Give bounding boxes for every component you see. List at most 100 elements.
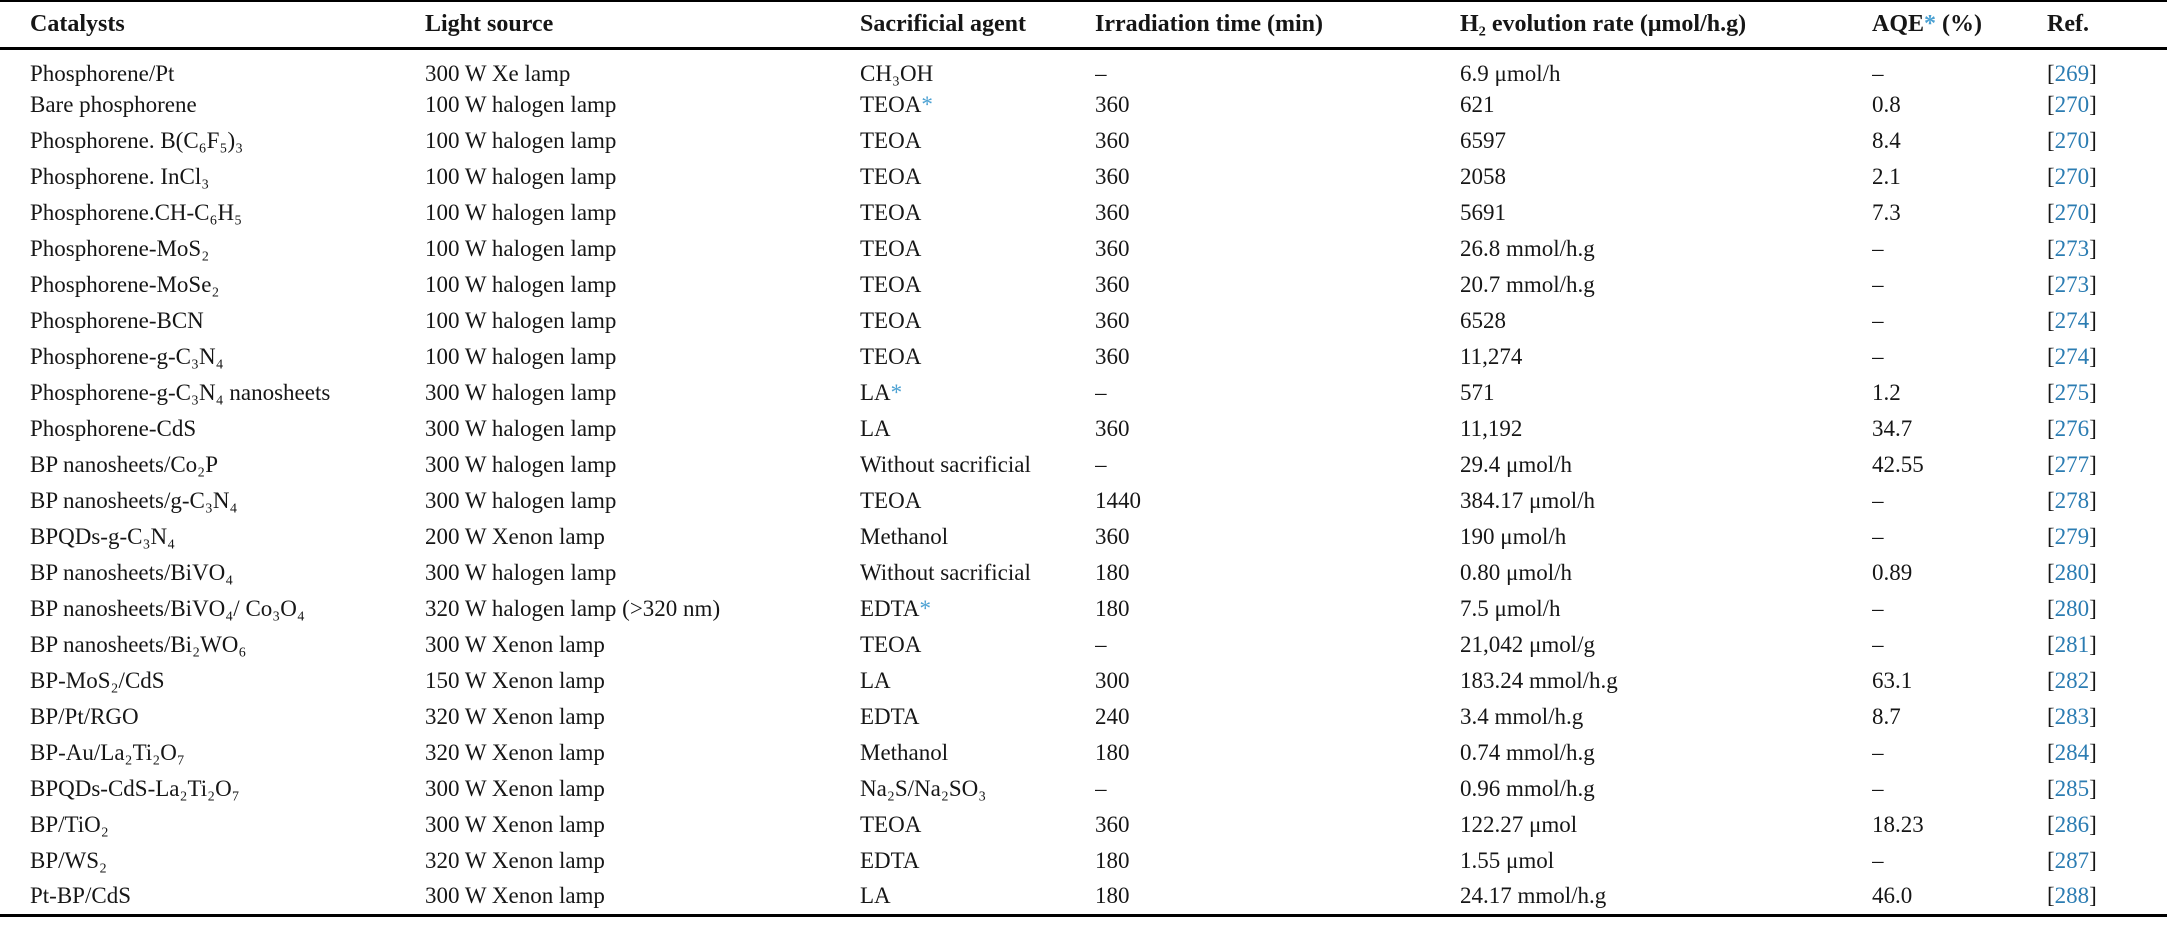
citation-ref-link[interactable]: 273 — [2054, 272, 2090, 297]
citation-ref-link[interactable]: 280 — [2054, 596, 2090, 621]
cell-ref: [273] — [2047, 236, 2097, 261]
table-row: Phosphorene/Pt 300 W Xe lamp CH₃OH – 6.9 μmo… — [0, 49, 2167, 88]
cell-catalyst: BPQDs-CdS-La₂Ti₂O₇ — [30, 776, 240, 801]
cell-agent: TEOA — [860, 308, 922, 333]
cell-rate: 621 — [1460, 92, 1495, 117]
cell-aqe: – — [1872, 488, 1884, 513]
cell-agent: LA — [860, 668, 891, 693]
citation-ref-link[interactable]: 287 — [2054, 848, 2090, 873]
cell-light: 100 W halogen lamp — [425, 272, 617, 297]
cell-time: 360 — [1095, 524, 1130, 549]
cell-time: – — [1095, 632, 1107, 657]
cell-aqe: 2.1 — [1872, 164, 1901, 189]
cell-time: 360 — [1095, 92, 1130, 117]
table-row: Pt-BP/CdS 300 W Xenon lamp LA 180 24.17 mmol… — [0, 879, 2167, 915]
cell-agent: CH₃OH — [860, 61, 934, 86]
table-row: Phosphorene-g-C₃N₄ nanosheets 300 W halog… — [0, 375, 2167, 411]
cell-rate: 6528 — [1460, 308, 1506, 333]
cell-agent: TEOA — [860, 128, 922, 153]
footnote-star-link[interactable]: * — [919, 596, 931, 621]
cell-light: 320 W Xenon lamp — [425, 848, 605, 873]
cell-aqe: 7.3 — [1872, 200, 1901, 225]
citation-ref-link[interactable]: 280 — [2054, 560, 2090, 585]
cell-agent: TEOA* — [860, 92, 933, 117]
citation-ref-link[interactable]: 282 — [2054, 668, 2090, 693]
cell-rate: 0.96 mmol/h.g — [1460, 776, 1595, 801]
cell-ref: [273] — [2047, 272, 2097, 297]
citation-ref-link[interactable]: 278 — [2054, 488, 2090, 513]
col-header-rate: H₂ evolution rate (μmol/h.g) — [1460, 1, 1872, 50]
table-row: BP nanosheets/g-C₃N₄ 300 W halogen lamp TE… — [0, 483, 2167, 519]
cell-rate: 122.27 μmol — [1460, 812, 1578, 837]
cell-agent: LA* — [860, 380, 903, 405]
cell-time: – — [1095, 380, 1107, 405]
citation-ref-link[interactable]: 277 — [2054, 452, 2090, 477]
citation-ref-link[interactable]: 281 — [2054, 632, 2090, 657]
cell-time: 360 — [1095, 344, 1130, 369]
cell-ref: [286] — [2047, 812, 2097, 837]
cell-light: 300 W halogen lamp — [425, 452, 617, 477]
citation-ref-link[interactable]: 276 — [2054, 416, 2090, 441]
cell-ref: [269] — [2047, 61, 2097, 86]
cell-ref: [270] — [2047, 200, 2097, 225]
cell-time: 360 — [1095, 308, 1130, 333]
cell-catalyst: BP/WS₂ — [30, 848, 108, 873]
cell-aqe: – — [1872, 524, 1884, 549]
cell-light: 300 W halogen lamp — [425, 488, 617, 513]
cell-rate: 2058 — [1460, 164, 1506, 189]
cell-rate: 5691 — [1460, 200, 1506, 225]
cell-aqe: – — [1872, 272, 1884, 297]
citation-ref-link[interactable]: 270 — [2054, 92, 2090, 117]
cell-catalyst: BP nanosheets/g-C₃N₄ — [30, 488, 238, 513]
cell-agent: LA — [860, 416, 891, 441]
citation-ref-link[interactable]: 274 — [2054, 344, 2090, 369]
citation-ref-link[interactable]: 270 — [2054, 128, 2090, 153]
cell-rate: 11,274 — [1460, 344, 1523, 369]
cell-light: 100 W halogen lamp — [425, 92, 617, 117]
cell-aqe: 0.8 — [1872, 92, 1901, 117]
citation-ref-link[interactable]: 270 — [2054, 164, 2090, 189]
citation-ref-link[interactable]: 270 — [2054, 200, 2090, 225]
footnote-star-link[interactable]: * — [890, 380, 903, 405]
cell-aqe: – — [1872, 848, 1884, 873]
citation-ref-link[interactable]: 286 — [2054, 812, 2090, 837]
cell-ref: [282] — [2047, 668, 2097, 693]
citation-ref-link[interactable]: 274 — [2054, 308, 2090, 333]
citation-ref-link[interactable]: 269 — [2054, 61, 2090, 86]
cell-ref: [270] — [2047, 128, 2097, 153]
footnote-star-link[interactable]: * — [921, 92, 933, 117]
col-header-aqe: AQE* (%) — [1872, 1, 2047, 50]
cell-aqe: – — [1872, 344, 1884, 369]
cell-aqe: 18.23 — [1872, 812, 1924, 837]
cell-light: 100 W halogen lamp — [425, 344, 617, 369]
cell-catalyst: BP nanosheets/Co₂P — [30, 452, 218, 477]
footnote-star-link[interactable]: * — [1924, 11, 1937, 37]
citation-ref-link[interactable]: 288 — [2054, 883, 2090, 909]
col-header-catalyst: Catalysts — [0, 1, 425, 50]
cell-time: 180 — [1095, 560, 1130, 585]
header-row: Catalysts Light source Sacrificial agent Ir… — [0, 1, 2167, 50]
col-header-ref: Ref. — [2047, 1, 2167, 50]
cell-light: 150 W Xenon lamp — [425, 668, 605, 693]
cell-agent: TEOA — [860, 488, 922, 513]
cell-aqe: – — [1872, 776, 1884, 801]
cell-agent: TEOA — [860, 200, 922, 225]
cell-light: 100 W halogen lamp — [425, 164, 617, 189]
citation-ref-link[interactable]: 273 — [2054, 236, 2090, 261]
table-row: Phosphorene-BCN 100 W halogen lamp TEOA 360… — [0, 303, 2167, 339]
cell-aqe: – — [1872, 236, 1884, 261]
cell-rate: 21,042 μmol/g — [1460, 632, 1596, 657]
citation-ref-link[interactable]: 275 — [2054, 380, 2090, 405]
cell-rate: 190 μmol/h — [1460, 524, 1567, 549]
cell-agent: TEOA — [860, 164, 922, 189]
cell-time: 360 — [1095, 812, 1130, 837]
citation-ref-link[interactable]: 283 — [2054, 704, 2090, 729]
citation-ref-link[interactable]: 279 — [2054, 524, 2090, 549]
citation-ref-link[interactable]: 284 — [2054, 740, 2090, 765]
citation-ref-link[interactable]: 285 — [2054, 776, 2090, 801]
cell-rate: 29.4 μmol/h — [1460, 452, 1573, 477]
cell-light: 300 W Xenon lamp — [425, 776, 605, 801]
cell-agent: Without sacrificial — [860, 560, 1031, 585]
cell-rate: 384.17 μmol/h — [1460, 488, 1596, 513]
